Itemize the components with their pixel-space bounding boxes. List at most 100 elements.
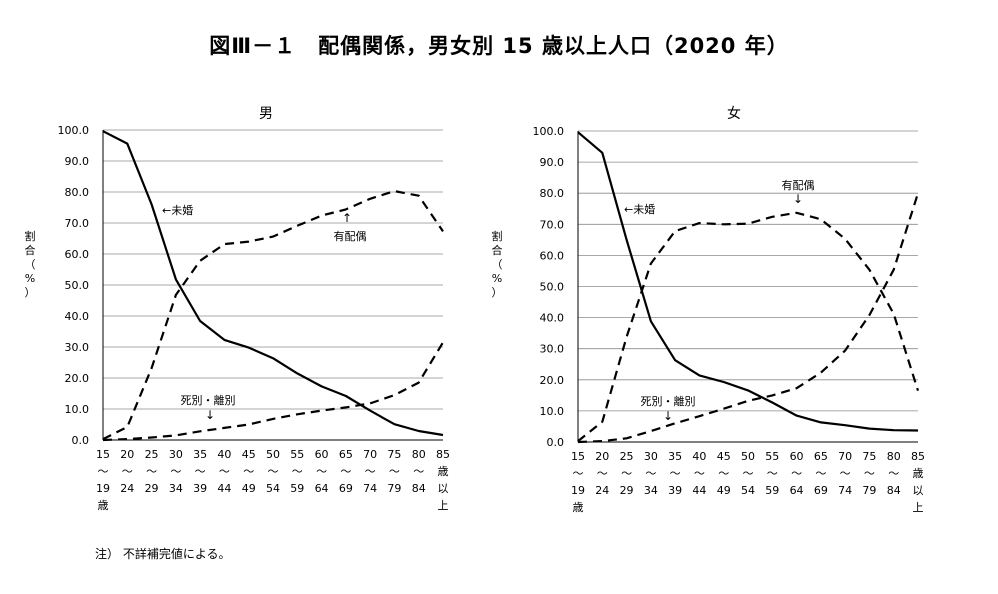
x-tick-label: 49 [717, 484, 731, 497]
x-tick-label: 80 [887, 450, 901, 463]
x-tick-label: 39 [193, 482, 207, 495]
x-tick-label: ～ [597, 467, 608, 480]
x-tick-label: ～ [888, 467, 899, 480]
x-tick-label: ～ [413, 465, 424, 478]
x-tick-label: ～ [791, 467, 802, 480]
x-tick-label: 34 [169, 482, 183, 495]
x-tick-label: 54 [266, 482, 280, 495]
x-tick-label: 以 [913, 484, 924, 497]
x-tick-label: ～ [573, 467, 584, 480]
y-tick-label: 10.0 [540, 405, 565, 418]
x-tick-label: 59 [765, 484, 779, 497]
x-tick-label: ～ [621, 467, 632, 480]
y-tick-label: 40.0 [540, 312, 565, 325]
y-tick-label: 50.0 [65, 279, 90, 292]
series-line-有配偶 [577, 211, 920, 442]
x-tick-label: 64 [790, 484, 804, 497]
x-tick-label: 歳 [98, 499, 109, 512]
x-tick-label: 歳 [573, 501, 584, 514]
x-tick-label: 44 [217, 482, 231, 495]
x-tick-label: 上 [438, 499, 449, 512]
y-tick-label: 100.0 [58, 124, 90, 137]
x-tick-label: 55 [290, 448, 304, 461]
x-tick-label: 84 [412, 482, 426, 495]
x-tick-label: 歳 [913, 467, 924, 480]
x-tick-label: 24 [120, 482, 134, 495]
x-tick-label: 60 [790, 450, 804, 463]
y-tick-label: 60.0 [65, 248, 90, 261]
series-line-未婚 [102, 130, 444, 437]
x-tick-label: ～ [195, 465, 206, 478]
y-tick-label: 70.0 [540, 218, 565, 231]
x-tick-label: 54 [741, 484, 755, 497]
chart-title: 男 [259, 106, 273, 122]
series-line-未婚 [577, 131, 919, 432]
x-tick-label: ～ [718, 467, 729, 480]
x-tick-label: ～ [122, 465, 133, 478]
x-tick-label: 80 [412, 448, 426, 461]
series-line-有配偶 [102, 190, 444, 441]
x-tick-label: 45 [242, 448, 256, 461]
y-tick-label: 90.0 [65, 155, 90, 168]
x-tick-label: 30 [644, 450, 658, 463]
x-tick-label: 24 [595, 484, 609, 497]
x-tick-label: 29 [145, 482, 159, 495]
x-tick-label: 69 [814, 484, 828, 497]
x-tick-label: 50 [741, 450, 755, 463]
x-tick-label: ～ [146, 465, 157, 478]
x-tick-label: ～ [864, 467, 875, 480]
x-tick-label: 59 [290, 482, 304, 495]
x-tick-label: 65 [814, 450, 828, 463]
x-tick-label: 上 [913, 501, 924, 514]
y-tick-label: 30.0 [540, 343, 565, 356]
x-tick-label: 75 [387, 448, 401, 461]
y-tick-label: 30.0 [65, 341, 90, 354]
y-tick-label: 90.0 [540, 156, 565, 169]
x-tick-label: ～ [389, 465, 400, 478]
annotation-arrow: ↓ [793, 192, 803, 206]
y-tick-label: 10.0 [65, 403, 90, 416]
x-tick-label: 以 [438, 482, 449, 495]
x-tick-label: 25 [145, 448, 159, 461]
x-tick-label: 40 [217, 448, 231, 461]
x-tick-label: ～ [645, 467, 656, 480]
x-tick-label: ～ [316, 465, 327, 478]
y-tick-label: 100.0 [533, 125, 565, 138]
x-tick-label: 20 [120, 448, 134, 461]
x-tick-label: ～ [815, 467, 826, 480]
x-tick-label: ～ [219, 465, 230, 478]
x-tick-label: 79 [862, 484, 876, 497]
x-tick-label: 45 [717, 450, 731, 463]
x-tick-label: 75 [862, 450, 876, 463]
x-tick-label: 44 [692, 484, 706, 497]
annotation-label: 死別・離別 [641, 394, 696, 408]
x-tick-label: ～ [98, 465, 109, 478]
x-tick-label: 79 [387, 482, 401, 495]
x-tick-label: 84 [887, 484, 901, 497]
x-tick-label: 19 [571, 484, 585, 497]
x-tick-label: ～ [767, 467, 778, 480]
x-tick-label: 19 [96, 482, 110, 495]
x-tick-label: ～ [340, 465, 351, 478]
annotation-label: ←未婚 [162, 203, 193, 217]
x-tick-label: 70 [363, 448, 377, 461]
x-tick-label: 34 [644, 484, 658, 497]
figure-title: 図Ⅲ－１ 配偶関係，男女別 15 歳以上人口（2020 年） [209, 34, 789, 58]
x-tick-label: 20 [595, 450, 609, 463]
y-axis-label: ） [25, 286, 36, 299]
annotation-label: 有配偶 [334, 229, 367, 243]
x-tick-label: 70 [838, 450, 852, 463]
annotation-arrow: ↓ [663, 409, 673, 423]
y-tick-label: 20.0 [65, 372, 90, 385]
y-axis-label: 割 [25, 229, 36, 243]
x-tick-label: 55 [765, 450, 779, 463]
x-tick-label: 85 [436, 448, 450, 461]
x-tick-label: ～ [243, 465, 254, 478]
x-tick-label: 39 [668, 484, 682, 497]
annotation-label: 有配偶 [782, 178, 815, 192]
annotation-arrow: ↑ [342, 211, 352, 225]
x-tick-label: 40 [692, 450, 706, 463]
x-tick-label: 65 [339, 448, 353, 461]
y-axis-label: （ [25, 258, 36, 271]
y-tick-label: 80.0 [540, 187, 565, 200]
